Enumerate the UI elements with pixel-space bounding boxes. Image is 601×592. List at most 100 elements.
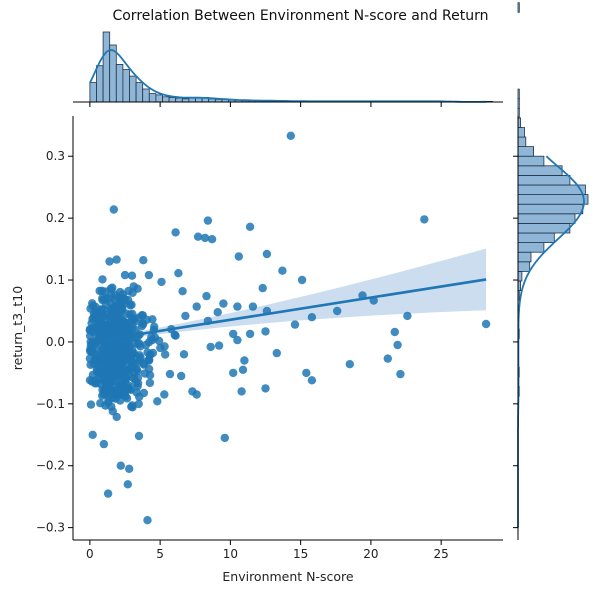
scatter-point [203,216,213,225]
y-histogram-bar [517,251,532,263]
y-histogram-bar [517,174,571,186]
scatter-point [150,322,159,331]
x-histogram-bar [109,44,117,103]
scatter-point [134,399,143,409]
scatter-point [290,320,300,329]
scatter-point [258,283,267,293]
scatter-point [390,327,399,337]
scatter-point [115,380,124,389]
scatter-point [171,228,180,237]
axes: 0 5 10 15 20 25 −0.3 −0.2 −0.1 0.0 0.1 0.2 0.3 Enviro… [10,102,518,584]
regression-line [89,278,487,344]
x-histogram-bar [195,97,203,103]
scatter-point [307,313,317,322]
scatter-point [333,306,342,316]
y-histogram-bar [517,203,584,215]
scatter-point [248,302,258,311]
y-histogram-bar [517,242,545,253]
scatter-point [171,331,180,340]
scatter-point [128,401,137,410]
y-tick-label: 0.1 [46,273,65,287]
scatter-point [99,439,109,449]
y-histogram-bar [517,127,525,138]
scatter-point [98,275,107,284]
scatter-point [123,382,132,392]
scatter-point [147,333,156,342]
scatter-point [156,343,165,353]
scatter-point [120,341,129,351]
scatter-point [110,303,119,312]
y-tick-label: 0.3 [46,149,65,163]
scatter-point [153,397,162,406]
scatter-point [140,369,150,378]
scatter-point [383,354,392,363]
scatter-point [240,356,249,365]
scatter-point [99,329,108,338]
scatter-point [345,360,354,369]
scatter-point [124,318,134,328]
x-axis-label: Environment N-score [222,569,354,584]
main-plot-area [85,131,491,525]
x-tick-label: 0 [86,547,94,561]
scatter-point [161,350,170,359]
scatter-point [108,283,117,292]
scatter-point [261,384,270,393]
scatter-point [154,336,164,346]
x-histogram-bar [162,96,170,103]
scatter-point [137,311,147,320]
scatter-point [165,369,175,379]
scatter-point [127,271,137,280]
scatter-point [143,516,152,525]
scatter-point [108,351,117,361]
x-histogram-bar [188,97,196,103]
y-histogram-bar [517,270,523,282]
scatter-point [403,311,412,321]
scatter-point [134,431,144,441]
scatter-point [97,286,107,295]
scatter-point [121,295,130,304]
scatter-point [202,291,211,301]
x-tick-label: 15 [293,547,308,561]
scatter-point [125,464,134,473]
scatter-point [193,232,203,241]
scatter-point [177,371,186,381]
scatter-point [109,393,118,403]
y-tick-label: 0.2 [46,211,65,225]
x-histogram-bar [168,97,177,103]
scatter-point [99,387,109,396]
scatter-point [234,252,243,261]
scatter-point [94,345,103,355]
scatter-point [179,350,189,359]
confidence-band [89,248,487,345]
scatter-point [297,275,307,285]
scatter-point [115,287,125,297]
chart-title: Correlation Between Environment N-score … [112,8,489,24]
scatter-point [213,308,222,317]
scatter-point [307,376,317,385]
x-kde-curve [89,49,487,103]
scatter-point [278,266,287,275]
y-histogram-bar [517,222,571,234]
y-histogram-bar [517,165,563,176]
scatter-point [91,312,100,321]
scatter-point [145,350,155,360]
x-histogram-bar [148,93,157,103]
scatter-point [220,433,229,443]
scatter-point [157,277,166,287]
scatter-point [420,215,429,224]
scatter-point [219,299,228,308]
scatter-point [118,304,127,313]
scatter-point [118,319,127,328]
scatter-point [134,339,144,348]
scatter-point [131,325,140,335]
x-histogram-bar [122,69,130,103]
scatter-point [206,342,215,352]
scatter-point [86,400,96,409]
scatter-point [481,319,491,329]
scatter-point [85,326,95,335]
scatter-point [272,348,281,358]
y-histogram-bar [517,88,520,100]
y-histogram-bar [517,213,576,224]
scatter-point [105,257,114,266]
